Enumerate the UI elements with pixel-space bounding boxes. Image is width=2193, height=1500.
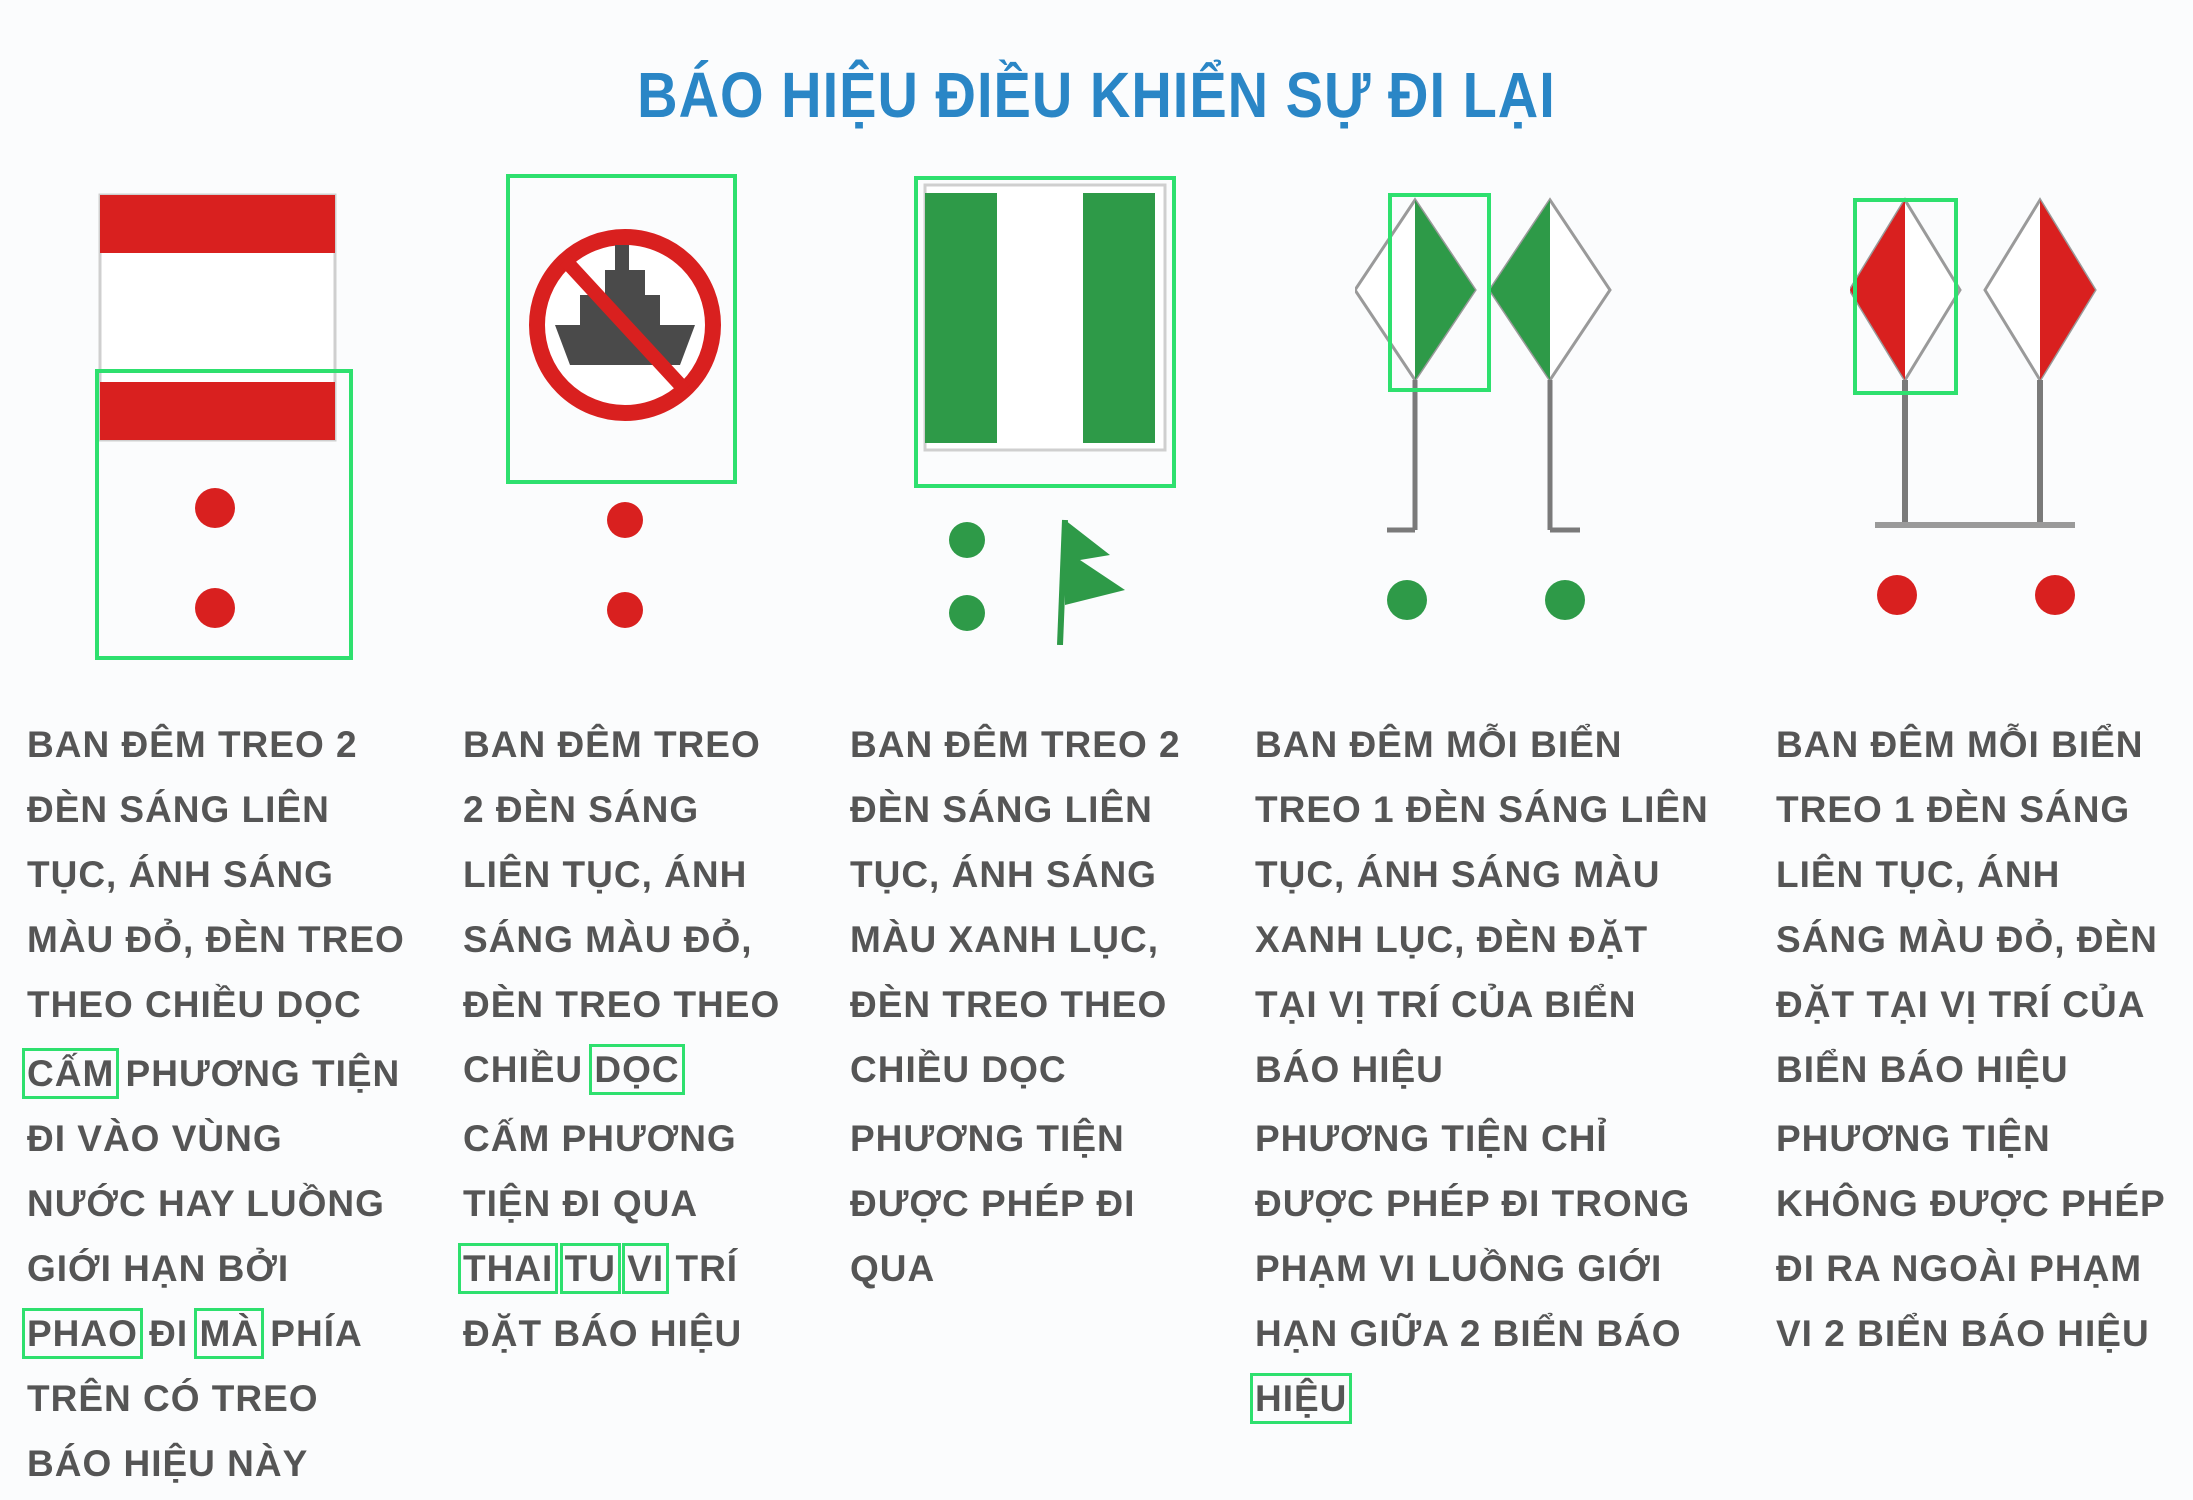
sign-4-description: BAN ĐÊM MỖI BIỂN TREO 1 ĐÈN SÁNG LIÊN TỤ… [1249,712,1715,1435]
red-light-icon [607,502,643,538]
red-diamond-sign-right [1983,197,2097,615]
sign-3-description: BAN ĐÊM TREO 2 ĐÈN SÁNG LIÊN TỤC, ÁNH SÁ… [850,712,1195,1305]
green-diamond-pair-icon [1355,197,1612,620]
green-light-icon [949,522,985,558]
sign-5-night-text: BAN ĐÊM MỖI BIỂN TREO 1 ĐÈN SÁNG LIÊN TỤ… [1776,724,2158,1090]
highlight-word: THAI [457,1243,559,1294]
no-ship-prohibition-icon [529,229,721,628]
highlight-word: CẤM [21,1048,120,1099]
sign-3-rule-text: PHƯƠNG TIỆN ĐƯỢC PHÉP ĐI QUA [850,1118,1136,1289]
red-light-icon [195,588,235,628]
sign-4-night-text: BAN ĐÊM MỖI BIỂN TREO 1 ĐÈN SÁNG LIÊN TỤ… [1255,724,1709,1090]
red-light-icon [607,592,643,628]
sign-1-description: BAN ĐÊM TREO 2 ĐÈN SÁNG LIÊN TỤC, ÁNH SÁ… [21,712,407,1500]
green-white-green-board-icon [923,183,1167,645]
green-flag-icon [1057,519,1125,645]
highlight-word: DỌC [589,1044,685,1095]
green-light-icon [949,595,985,631]
sign-3-night-text: BAN ĐÊM TREO 2 ĐÈN SÁNG LIÊN TỤC, ÁNH SÁ… [850,724,1181,1090]
red-light-icon [195,488,235,528]
red-light-icon [2035,575,2075,615]
green-light-icon [1545,580,1585,620]
red-diamond-sign-left [1850,197,1962,615]
green-light-icon [1387,580,1427,620]
red-light-icon [1877,575,1917,615]
green-diamond-sign-right [1488,197,1612,620]
red-diamond-pair-icon [1850,197,2097,615]
highlight-word: PHAO [22,1308,143,1359]
sign-1-night-text: BAN ĐÊM TREO 2 ĐÈN SÁNG LIÊN TỤC, ÁNH SÁ… [27,724,405,1025]
sign-2-rule-text: CẤM PHƯƠNG TIỆN ĐI QUA THAI TU VI TRÍ ĐẶ… [457,1118,743,1354]
highlight-word: HIỆU [1249,1373,1353,1424]
sign-1-rule-text: CẤM PHƯƠNG TIỆN ĐI VÀO VÙNG NƯỚC HAY LUỒ… [21,1048,401,1484]
highlight-word: VI [622,1243,670,1294]
sign-5-rule-text: PHƯƠNG TIỆN KHÔNG ĐƯỢC PHÉP ĐI RA NGOÀI … [1776,1118,2166,1354]
highlight-word: TU [559,1243,621,1294]
green-diamond-sign-left [1355,197,1477,620]
sign-4-rule-text: PHƯƠNG TIỆN CHỈ ĐƯỢC PHÉP ĐI TRONG PHẠM … [1249,1118,1691,1424]
red-white-red-board-icon [98,193,337,628]
sign-2-description: BAN ĐÊM TREO 2 ĐÈN SÁNG LIÊN TỤC, ÁNH SÁ… [457,712,793,1370]
page-title: BÁO HIỆU ĐIỀU KHIỂN SỰ ĐI LẠI [637,58,1556,131]
highlight-word: MÀ [194,1308,264,1359]
sign-2-night-text: BAN ĐÊM TREO 2 ĐÈN SÁNG LIÊN TỤC, ÁNH SÁ… [463,724,781,1095]
sign-5-description: BAN ĐÊM MỖI BIỂN TREO 1 ĐÈN SÁNG LIÊN TỤ… [1776,712,2176,1370]
